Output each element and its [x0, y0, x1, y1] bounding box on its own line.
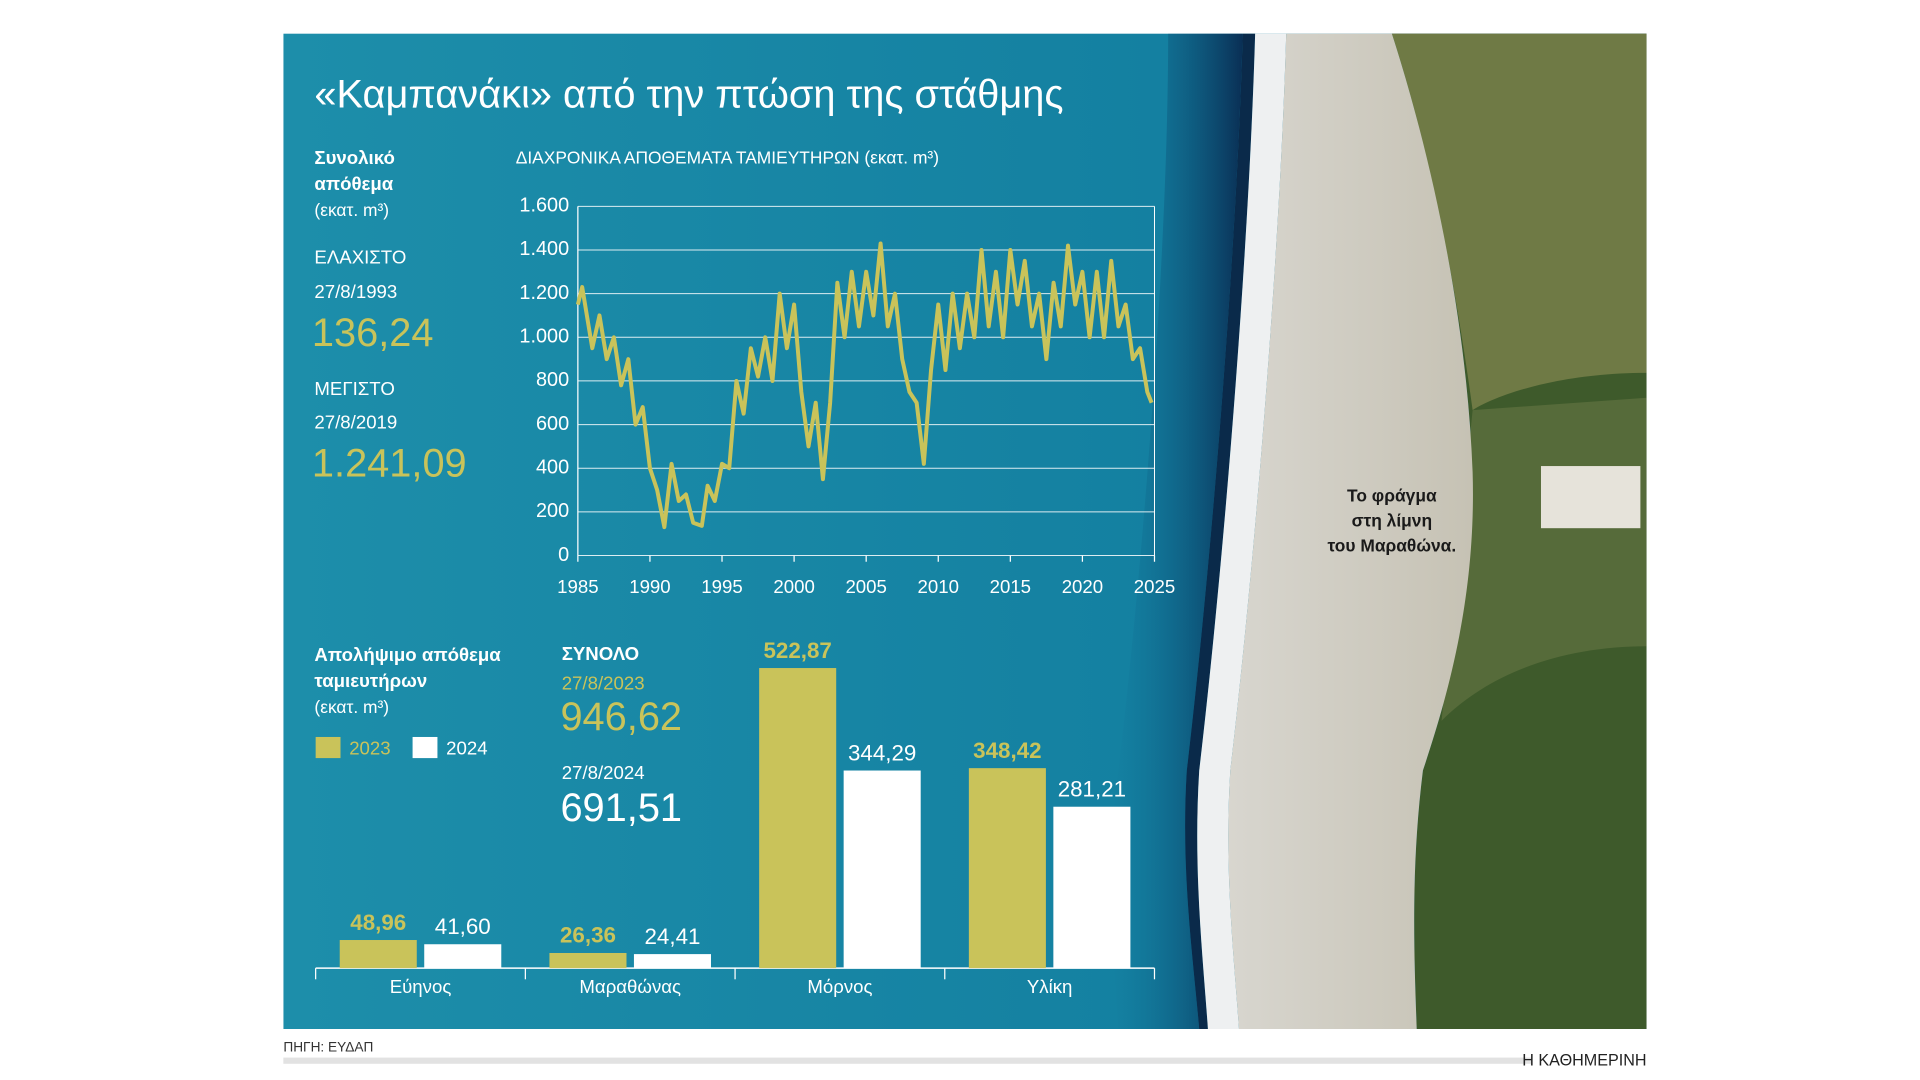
x-tick-label: Μόρνος [807, 976, 872, 997]
value-label: 24,41 [644, 924, 700, 949]
y-tick-label: 1.000 [519, 326, 569, 348]
x-tick-label: 2015 [990, 576, 1031, 597]
bar [759, 668, 837, 969]
footer-rule [283, 1057, 1533, 1064]
x-tick-label: Εύηνος [390, 976, 452, 997]
x-tick-label: 2010 [918, 576, 959, 597]
legend-label: 2023 [349, 737, 390, 758]
bar [968, 768, 1046, 969]
sidebar: Συνολικό απόθεμα (εκατ. m³) ΕΛΑΧΙΣΤΟ 27/… [312, 147, 467, 486]
legend-swatch [315, 736, 341, 759]
totals-date: 27/8/2024 [562, 762, 645, 783]
bar [549, 952, 627, 969]
photo-caption: του Μαραθώνα. [1328, 535, 1457, 555]
value-label: 344,29 [848, 740, 916, 765]
totals-label: ΣΥΝΟΛΟ [562, 643, 639, 664]
x-tick-label: 1990 [629, 576, 670, 597]
charts: 0 200 400 600 800 1.000 1.200 1.400 1.600 1985 199… [315, 195, 1175, 997]
bar [633, 954, 711, 969]
bar-header: Απολήψιμο απόθεμα ταμιευτήρων (εκατ. m³) [314, 644, 501, 717]
x-tick-label: Μαραθώνας [579, 976, 681, 997]
value-label: 26,36 [560, 923, 616, 948]
legend-label: 2024 [446, 737, 487, 758]
bar [1053, 806, 1131, 969]
bar [424, 944, 502, 969]
value-label: 522,87 [763, 638, 831, 663]
x-tick-label: 1985 [557, 576, 598, 597]
value-label: 48,96 [350, 910, 406, 935]
x-tick-label: 2005 [845, 576, 886, 597]
bar-chart-unit: (εκατ. m³) [314, 697, 389, 717]
y-tick-label: 800 [536, 369, 569, 391]
x-tick-label: Υλίκη [1027, 976, 1073, 997]
min-date: 27/8/1993 [314, 281, 397, 302]
bar-chart-title: Απολήψιμο απόθεμα [314, 644, 501, 665]
totals-value: 691,51 [560, 786, 682, 830]
bar [843, 770, 921, 969]
data-line [575, 241, 1154, 530]
photo-caption: στη λίμνη [1352, 511, 1432, 531]
totals: ΣΥΝΟΛΟ 27/8/2023 946,62 27/8/2024 691,51 [560, 643, 682, 830]
min-label: ΕΛΑΧΙΣΤΟ [314, 246, 406, 267]
caption: Το φράγμα στη λίμνη του Μαραθώνα. [1328, 486, 1457, 556]
y-tick-label: 0 [558, 544, 569, 566]
x-tick-label: 2020 [1062, 576, 1103, 597]
y-tick-label: 200 [536, 500, 569, 522]
value-label: 41,60 [435, 914, 491, 939]
y-tick-label: 1.400 [519, 238, 569, 260]
sidebar-unit: (εκατ. m³) [314, 200, 389, 220]
totals-date: 27/8/2023 [562, 673, 645, 694]
y-tick-label: 1.600 [519, 195, 569, 217]
value-label: 348,42 [973, 738, 1041, 763]
max-label: ΜΕΓΙΣΤΟ [314, 378, 394, 399]
bar [339, 940, 417, 969]
bar-chart-title: ταμιευτήρων [314, 670, 427, 691]
y-tick-label: 600 [536, 413, 569, 435]
credit: Η ΚΑΘΗΜΕΡΙΝΗ [1522, 1052, 1646, 1070]
source: ΠΗΓΗ: ΕΥΔΑΠ [283, 1039, 373, 1054]
x-tick-label: 1995 [701, 576, 742, 597]
line-chart-title: ΔΙΑΧΡΟΝΙΚΑ ΑΠΟΘΕΜΑΤΑ ΤΑΜΙΕΥΤΗΡΩΝ (εκατ. … [516, 148, 939, 168]
min-value: 136,24 [312, 311, 434, 355]
x-tick-label: 2000 [773, 576, 814, 597]
legend-swatch [412, 736, 438, 759]
sidebar-heading: Συνολικό [314, 147, 394, 168]
title: «Καμπανάκι» από την πτώση της στάθμης [314, 72, 1063, 116]
max-value: 1.241,09 [312, 442, 467, 486]
y-tick-label: 1.200 [519, 282, 569, 304]
x-tick-label: 2025 [1134, 576, 1175, 597]
max-date: 27/8/2019 [314, 412, 397, 433]
sidebar-heading: απόθεμα [314, 173, 393, 194]
y-tick-label: 400 [536, 456, 569, 478]
value-label: 281,21 [1058, 776, 1126, 801]
background-photo [283, 33, 1647, 1030]
totals-value: 946,62 [560, 695, 682, 739]
photo-caption: Το φράγμα [1347, 486, 1437, 506]
